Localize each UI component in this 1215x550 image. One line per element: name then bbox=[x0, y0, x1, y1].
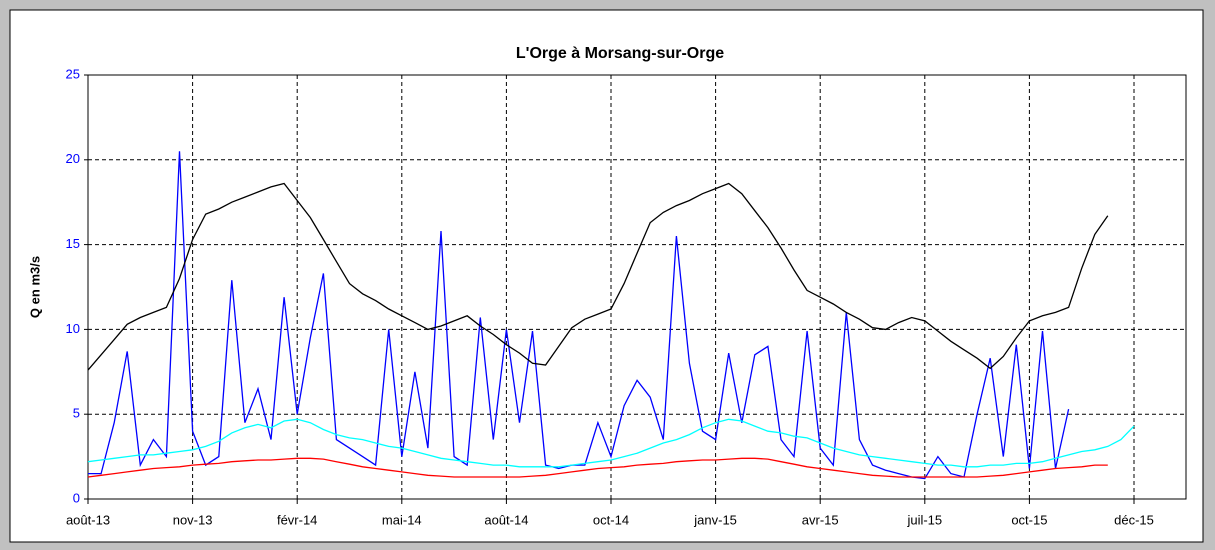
chart-panel bbox=[9, 9, 1204, 543]
x-tick-label: oct-14 bbox=[593, 512, 629, 527]
x-tick-label: nov-13 bbox=[173, 512, 213, 527]
series-line bbox=[87, 457, 1108, 478]
y-tick-label: 10 bbox=[66, 321, 80, 336]
chart-title: L'Orge à Morsang-sur-Orge bbox=[516, 45, 724, 62]
x-tick-label: janv-15 bbox=[693, 512, 737, 527]
x-tick-label: août-13 bbox=[66, 512, 110, 527]
x-tick-label: mai-14 bbox=[382, 512, 422, 527]
y-tick-label: 5 bbox=[73, 406, 80, 421]
y-axis-label: Q en m3/s bbox=[27, 256, 42, 318]
y-tick-label: 20 bbox=[66, 151, 80, 166]
y-tick-label: 15 bbox=[66, 236, 80, 251]
plot-frame bbox=[87, 74, 1187, 500]
x-tick-label: avr-15 bbox=[802, 512, 839, 527]
x-tick-label: déc-15 bbox=[1114, 512, 1154, 527]
x-tick-label: oct-15 bbox=[1011, 512, 1047, 527]
x-tick-label: août-14 bbox=[484, 512, 528, 527]
series-line bbox=[88, 151, 1070, 480]
x-tick-label: juil-15 bbox=[906, 512, 942, 527]
series-line bbox=[87, 418, 1135, 468]
y-tick-label: 0 bbox=[73, 490, 80, 505]
series-line bbox=[87, 182, 1109, 371]
y-tick-label: 25 bbox=[66, 66, 80, 81]
x-tick-label: févr-14 bbox=[277, 512, 317, 527]
